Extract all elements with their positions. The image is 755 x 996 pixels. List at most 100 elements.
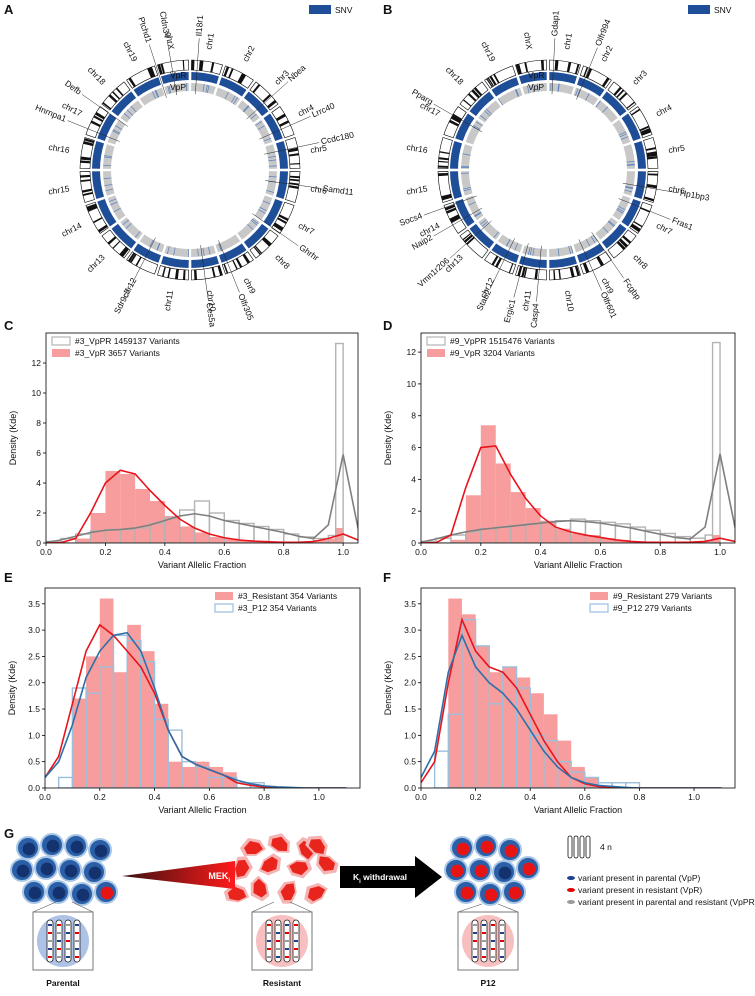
nucleus (456, 842, 470, 856)
ideogram-band (262, 94, 272, 103)
track-vpp-snv (595, 100, 601, 108)
gene-leader (252, 213, 299, 246)
variant-band (473, 924, 477, 926)
gene-leader (259, 116, 311, 140)
nucleus (94, 844, 108, 858)
y-tick-label: 6 (411, 443, 416, 453)
chromosome-label: chr11 (162, 289, 175, 311)
variant-band (57, 932, 61, 934)
y-tick-label: 2.0 (404, 678, 416, 688)
ideogram-band (107, 236, 117, 245)
track-vpp-snv (557, 83, 560, 92)
ideogram-band (558, 269, 561, 280)
chromosome-label: chr10 (563, 290, 576, 313)
track-vpp (103, 144, 115, 169)
ideogram-band (555, 60, 559, 71)
stage-label: Resistant (263, 978, 301, 988)
track-vpp (573, 234, 599, 253)
track-vpp-snv (258, 209, 266, 214)
ideogram-band (115, 87, 124, 97)
variant-band (491, 932, 495, 934)
track-vpp-snv (480, 115, 487, 121)
withdrawal-sub: i (359, 879, 361, 885)
legend-swatch (688, 5, 710, 14)
zoom-line (71, 901, 94, 913)
y-tick-label: 4 (411, 474, 416, 484)
histogram-bar (179, 526, 195, 543)
track-vpp-snv (618, 205, 626, 211)
variant-band (294, 956, 298, 958)
ideogram-band (473, 87, 483, 97)
chromosome-label: chr15 (406, 183, 429, 196)
x-tick-label: 1.0 (688, 792, 700, 802)
ideogram-band (643, 196, 655, 201)
variant-band (294, 932, 298, 934)
variant-band (500, 956, 504, 958)
ideogram (484, 251, 517, 275)
x-tick-label: 0.4 (524, 792, 536, 802)
nucleus (100, 886, 114, 900)
ideogram-band (574, 265, 580, 276)
chromosome-label: chr15 (48, 183, 71, 196)
chromosome-label: chr5 (668, 143, 686, 156)
chromosome-label: chrX (522, 31, 535, 50)
legend-label: #9_VpR 3204 Variants (450, 348, 535, 358)
resistant-cell (235, 859, 250, 878)
track-vpp-snv (585, 93, 590, 101)
gene-leader (591, 232, 624, 279)
ideogram-band (515, 63, 522, 75)
variant-band (57, 940, 61, 942)
legend-swatch (52, 349, 70, 357)
track-vpp (164, 245, 189, 257)
ideogram-band (289, 182, 300, 186)
track-vpp-snv (481, 221, 489, 227)
x-tick-label: 0.4 (149, 792, 161, 802)
ideogram-band (120, 247, 130, 258)
track-vpp-snv (151, 91, 157, 99)
track-vpp-snv (257, 125, 265, 130)
track-vpp-snv (251, 218, 259, 225)
histogram-bar (113, 672, 128, 788)
gene-label: Olfr305 (236, 292, 256, 322)
ideogram-band (112, 91, 121, 100)
ideogram-band (288, 153, 299, 157)
track-vpp-snv (166, 246, 170, 255)
track-vpp-snv (262, 200, 271, 205)
chromosome-label: chr16 (406, 142, 429, 155)
variant-band (75, 932, 79, 934)
x-axis-label: Variant Allelic Fraction (158, 805, 246, 815)
gene-label: Cldn34 (158, 11, 173, 40)
inset-nucleus (37, 915, 89, 967)
gene-label: Stab2 (474, 288, 493, 313)
y-axis-label: Density (Kde) (7, 661, 17, 716)
track-vpp-snv (590, 236, 596, 244)
track-vpp-snv (202, 84, 205, 93)
track-vpp (265, 171, 277, 196)
track-vpp-snv (473, 124, 481, 130)
track-vpp-snv (113, 207, 121, 213)
chromosome-label: chr19 (479, 40, 498, 64)
track-vpr (455, 199, 475, 227)
ideogram-band (521, 266, 526, 278)
resistant-cell (308, 839, 325, 855)
track-vpr (243, 91, 269, 117)
track-vpp-snv (218, 243, 222, 252)
track-vpp-snv (130, 105, 137, 113)
ideogram-band (239, 74, 247, 84)
variant-band (482, 956, 486, 958)
ideogram-band (80, 160, 91, 164)
treatment-sub: i (228, 878, 230, 884)
x-tick-label: 0.0 (39, 792, 51, 802)
ideogram-band (438, 157, 449, 161)
chromosome-label: chr19 (121, 40, 140, 64)
track-vpp-snv (461, 165, 470, 167)
gene-label: Olfr994 (593, 18, 613, 48)
track-vpp-snv (230, 95, 236, 103)
ideogram-band (263, 236, 272, 245)
variant-band (482, 948, 486, 950)
legend-label: #3_P12 354 Variants (238, 603, 317, 613)
track-vpr (191, 255, 219, 268)
track-vpr (133, 243, 161, 263)
gene-leader (129, 237, 156, 288)
withdrawal-rest: withdrawal (361, 872, 407, 882)
